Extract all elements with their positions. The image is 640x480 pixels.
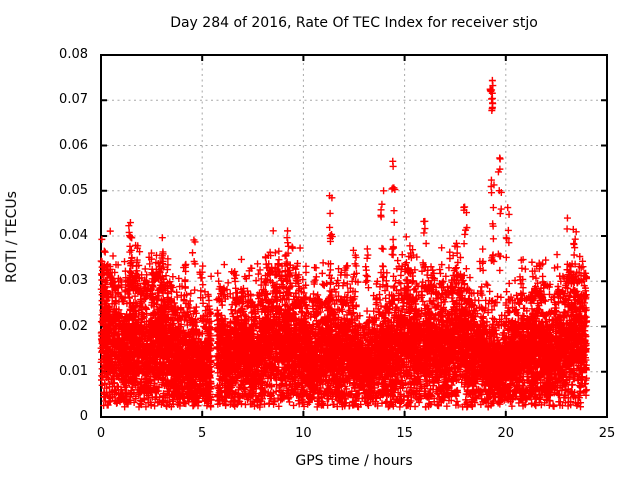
chart-title: Day 284 of 2016, Rate Of TEC Index for r…	[170, 15, 538, 31]
x-tick-label: 15	[396, 426, 413, 441]
y-tick-label: 0.04	[59, 228, 88, 243]
x-axis-label: GPS time / hours	[295, 453, 413, 469]
x-tick-label: 5	[198, 426, 207, 441]
x-tick-label: 10	[295, 426, 312, 441]
y-tick-label: 0.01	[59, 363, 88, 379]
y-tick-label: 0	[79, 409, 88, 424]
y-tick-label: 0.08	[59, 47, 88, 62]
x-tick-label: 25	[598, 426, 616, 441]
y-tick-label: 0.02	[59, 318, 88, 334]
y-tick-label: 0.05	[59, 182, 88, 198]
y-tick-label: 0.07	[59, 92, 88, 108]
x-tick-label: 20	[497, 426, 515, 441]
y-tick-label: 0.06	[59, 137, 88, 153]
y-tick-label: 0.03	[59, 273, 88, 289]
x-tick-label: 0	[96, 426, 106, 441]
